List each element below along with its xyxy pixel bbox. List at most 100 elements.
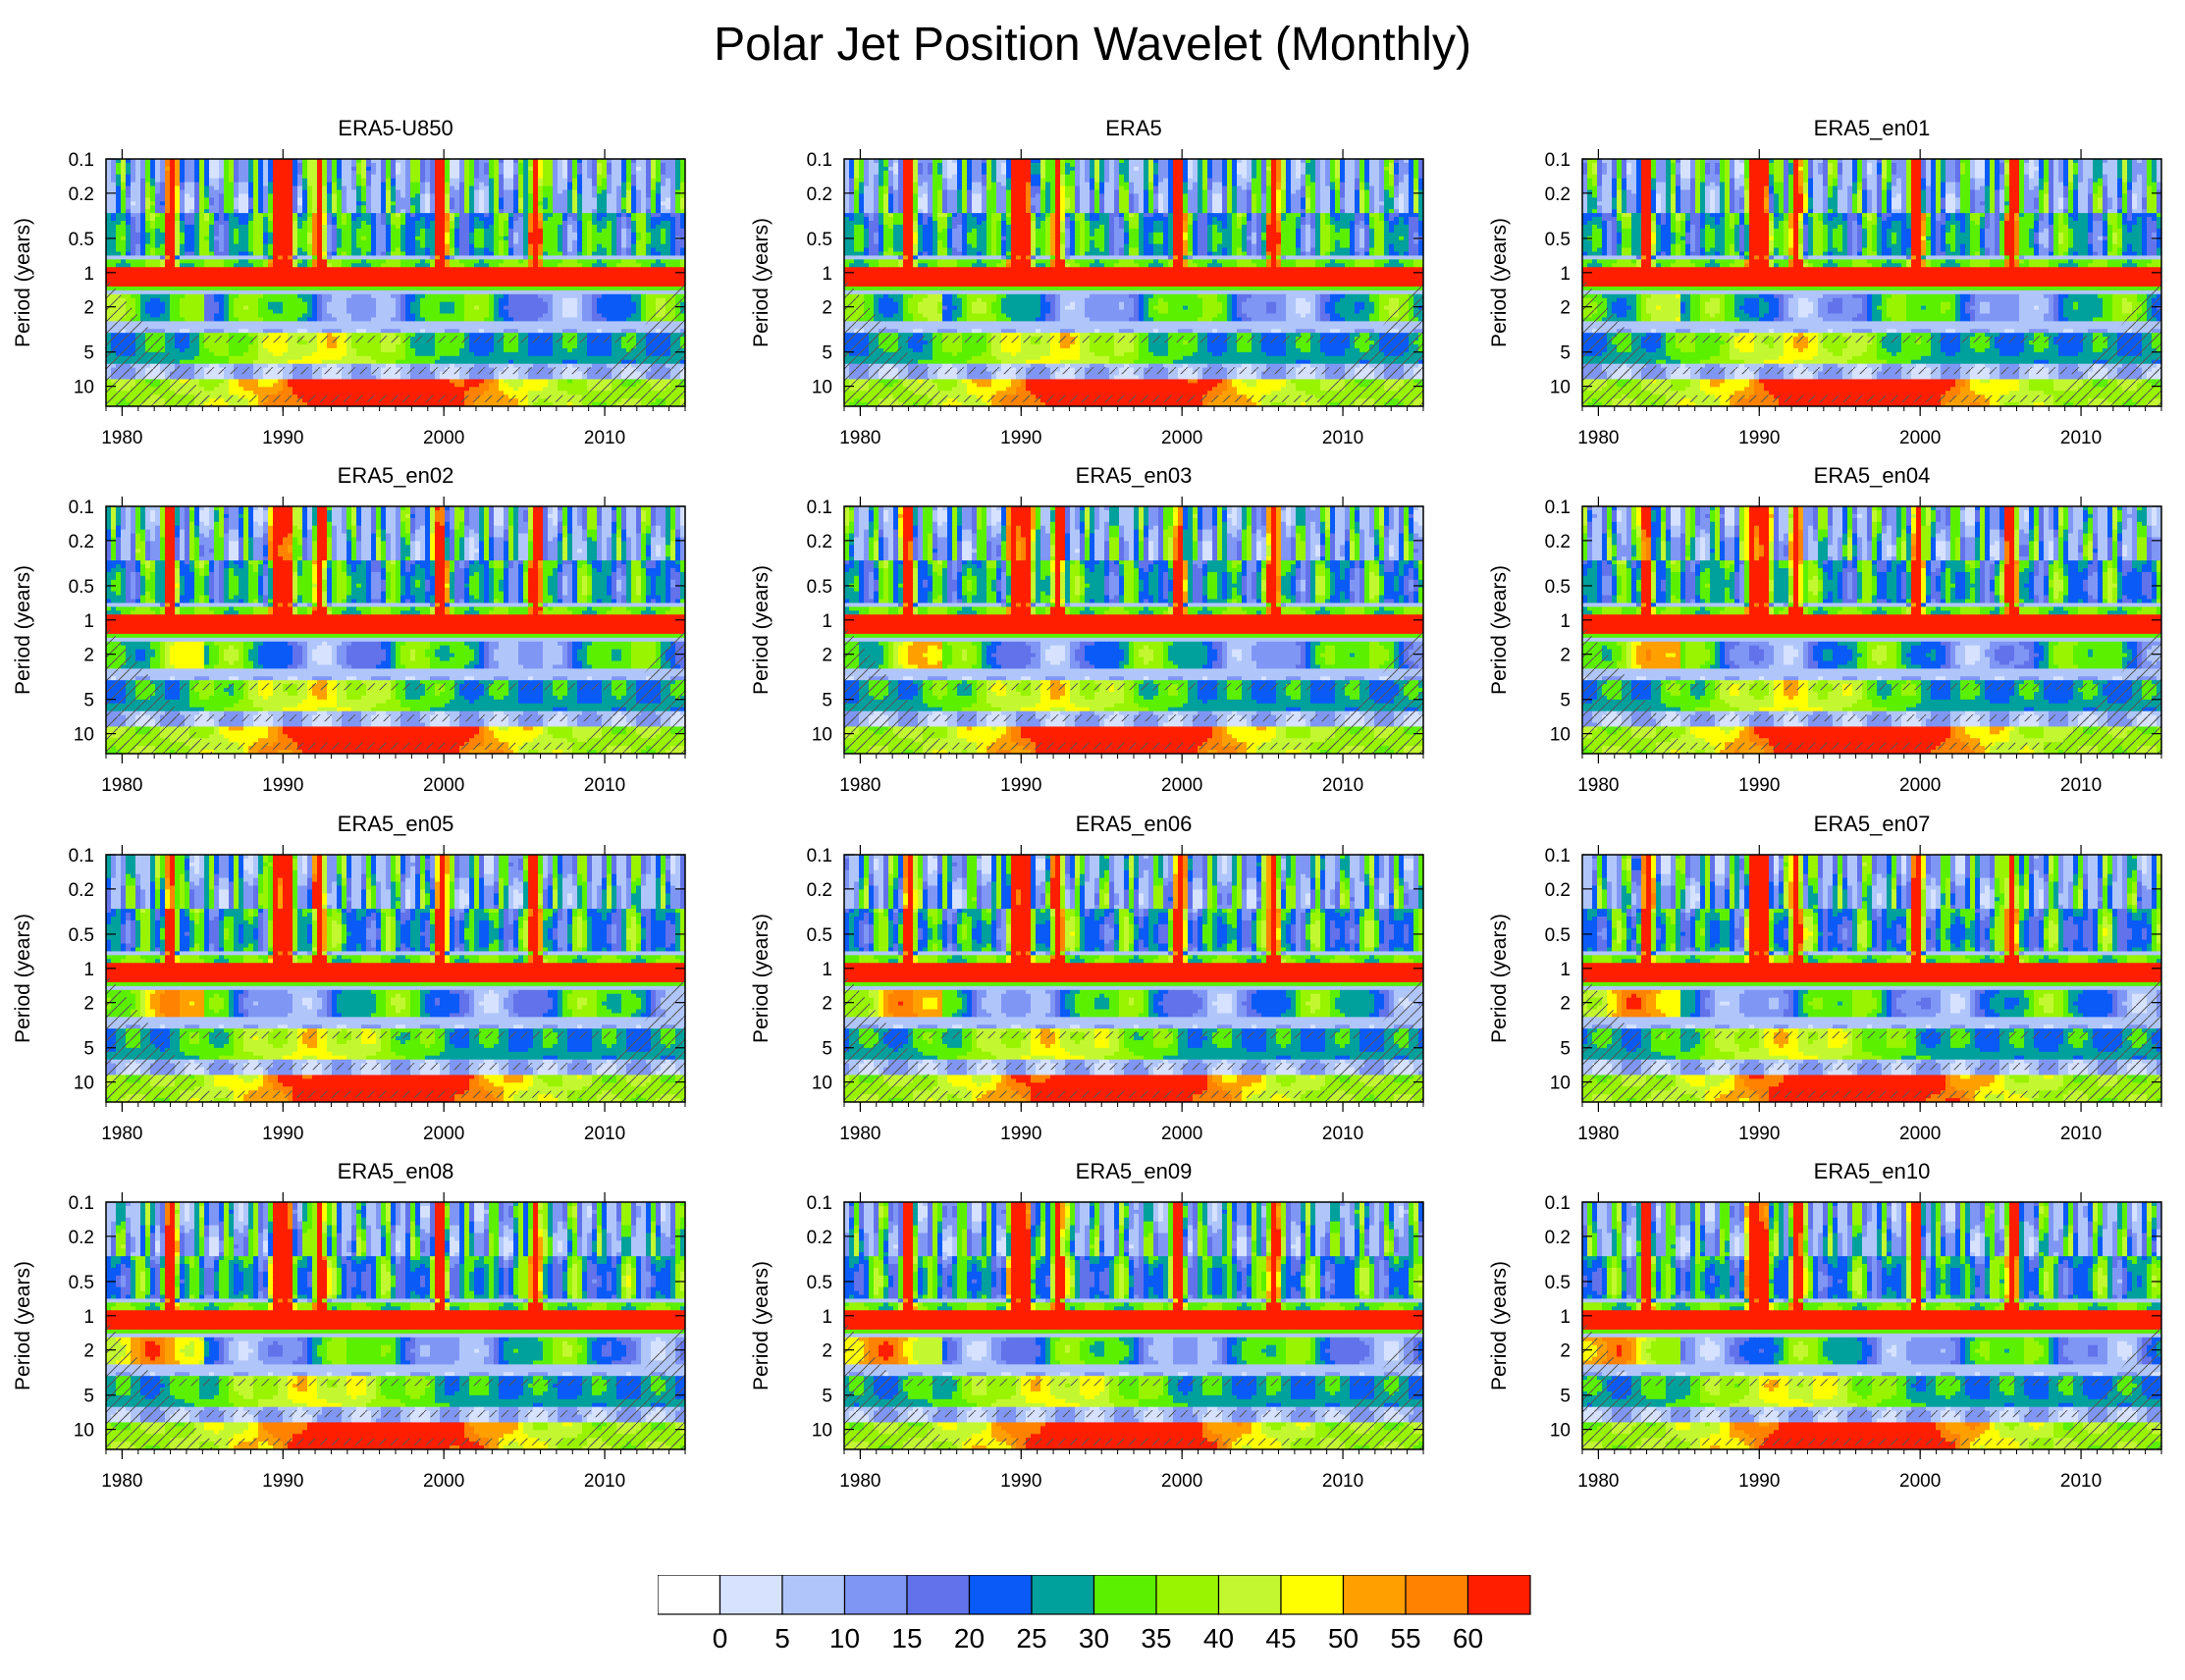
y-tick-label: 10 — [812, 1074, 832, 1094]
significance-hatch — [844, 714, 1423, 721]
colorbar-box — [1156, 1575, 1219, 1614]
significance-hatch — [106, 1031, 685, 1038]
colorbar-box — [720, 1575, 783, 1614]
y-tick-label: 5 — [83, 1039, 94, 1060]
x-tick-label: 2000 — [1161, 428, 1202, 448]
x-tick-label: 2010 — [2060, 1124, 2102, 1144]
x-tick-label: 1980 — [1577, 775, 1619, 796]
panel-title: ERA5_en03 — [844, 463, 1423, 489]
y-axis-label: Period (years) — [750, 565, 773, 695]
y-tick-label: 10 — [812, 725, 832, 746]
y-tick-label: 2 — [83, 298, 94, 319]
x-tick-label: 2000 — [423, 1124, 464, 1144]
y-tick-label: 5 — [822, 1039, 832, 1060]
y-tick-label: 5 — [1560, 691, 1571, 711]
x-tick-label: 2000 — [1899, 1124, 1941, 1144]
x-tick-label: 2010 — [2060, 428, 2102, 448]
panel-title: ERA5_en07 — [1582, 812, 2161, 837]
y-tick-label: 5 — [822, 691, 832, 711]
significance-hatch — [1582, 683, 2161, 690]
y-tick-label: 0.1 — [1545, 150, 1571, 171]
y-tick-label: 2 — [822, 1341, 832, 1362]
y-tick-label: 1 — [83, 264, 94, 285]
colorbar-box — [907, 1575, 970, 1614]
y-tick-label: 0.5 — [807, 577, 832, 598]
significance-hatch — [844, 1031, 1423, 1038]
panel-era5-en06: ERA5_en06 0.1 0.2 0.5 1 2 5 10 1980 1990 2000 2010 P… — [738, 812, 1465, 1145]
significance-hatch — [844, 743, 1423, 750]
panel-title: ERA5_en02 — [106, 463, 685, 489]
significance-hatch — [844, 1379, 1423, 1386]
significance-hatch — [106, 1439, 685, 1445]
y-axis-label: Period (years) — [1488, 914, 1511, 1043]
colorbar: 0 5 10 15 20 25 30 35 40 45 50 55 60 — [658, 1575, 1531, 1654]
y-tick-label: 0.5 — [807, 230, 832, 250]
y-tick-label: 0.1 — [69, 150, 94, 171]
y-tick-label: 0.2 — [807, 880, 832, 901]
y-tick-label: 5 — [822, 1387, 832, 1407]
y-tick-label: 5 — [1560, 1039, 1571, 1060]
panel-title: ERA5_en05 — [106, 812, 685, 837]
y-tick-label: 1 — [1560, 960, 1571, 980]
significance-hatch — [1582, 395, 2161, 402]
y-tick-label: 2 — [83, 1341, 94, 1362]
colorbar-label: 60 — [1453, 1623, 1483, 1654]
significance-hatch — [1582, 1439, 2161, 1445]
colorbar-label: 10 — [829, 1623, 860, 1654]
x-tick-label: 1990 — [1738, 1471, 1780, 1492]
colorbar-box — [970, 1575, 1033, 1614]
x-tick-label: 1980 — [101, 428, 142, 448]
y-tick-label: 2 — [83, 994, 94, 1015]
colorbar-box — [1281, 1575, 1344, 1614]
x-tick-label: 1980 — [839, 428, 880, 448]
x-tick-label: 1990 — [1738, 428, 1780, 448]
significance-hatch — [1582, 367, 2161, 374]
y-axis-label: Period (years) — [750, 914, 773, 1043]
y-tick-label: 1 — [822, 264, 832, 285]
y-tick-label: 5 — [822, 343, 832, 364]
y-tick-label: 0.2 — [807, 1228, 832, 1248]
x-tick-label: 1980 — [101, 1124, 142, 1144]
panel-era5-en07: ERA5_en07 0.1 0.2 0.5 1 2 5 10 1980 1990 2000 2010 P… — [1476, 812, 2185, 1145]
colorbar-box — [845, 1575, 908, 1614]
y-axis-label: Period (years) — [1488, 565, 1511, 695]
y-tick-label: 2 — [1560, 994, 1571, 1015]
y-tick-label: 0.2 — [69, 184, 94, 205]
panel-title: ERA5-U850 — [106, 116, 685, 141]
x-tick-label: 2000 — [1899, 1471, 1941, 1492]
y-tick-label: 0.2 — [807, 532, 832, 552]
colorbar-box — [658, 1575, 720, 1614]
panel-era5-en04: ERA5_en04 0.1 0.2 0.5 1 2 5 10 1980 1990 2000 2010 P… — [1476, 463, 2185, 797]
y-tick-label: 10 — [1550, 1421, 1571, 1442]
colorbar-box — [1219, 1575, 1282, 1614]
x-tick-label: 2000 — [1161, 775, 1202, 796]
significance-hatch — [1582, 1063, 2161, 1070]
y-tick-label: 10 — [812, 378, 832, 398]
colorbar-label: 50 — [1328, 1623, 1359, 1654]
panel-era5-en03: ERA5_en03 0.1 0.2 0.5 1 2 5 10 1980 1990 2000 2010 P… — [738, 463, 1465, 797]
y-tick-label: 2 — [1560, 646, 1571, 666]
panel-era5-en09: ERA5_en09 0.1 0.2 0.5 1 2 5 10 1980 1990 2000 2010 P… — [738, 1159, 1465, 1493]
y-tick-label: 2 — [1560, 1341, 1571, 1362]
x-tick-label: 1990 — [1738, 1124, 1780, 1144]
panel-era5-en02: ERA5_en02 0.1 0.2 0.5 1 2 5 10 1980 1990 2000 2010 P… — [0, 463, 726, 797]
y-tick-label: 0.1 — [807, 498, 832, 518]
y-tick-label: 10 — [1550, 378, 1571, 398]
y-tick-label: 10 — [74, 1421, 94, 1442]
y-tick-label: 0.5 — [807, 925, 832, 946]
y-tick-label: 0.5 — [69, 577, 94, 598]
significance-hatch — [844, 1063, 1423, 1070]
y-tick-label: 0.5 — [1545, 577, 1571, 598]
significance-hatch — [844, 1439, 1423, 1445]
y-tick-label: 10 — [812, 1421, 832, 1442]
y-tick-label: 5 — [83, 1387, 94, 1407]
x-tick-label: 2010 — [584, 1124, 625, 1144]
y-tick-label: 0.2 — [1545, 880, 1571, 901]
y-tick-label: 0.1 — [69, 498, 94, 518]
y-axis-label: Period (years) — [12, 565, 34, 695]
colorbar-label: 30 — [1079, 1623, 1109, 1654]
significance-hatch — [844, 683, 1423, 690]
